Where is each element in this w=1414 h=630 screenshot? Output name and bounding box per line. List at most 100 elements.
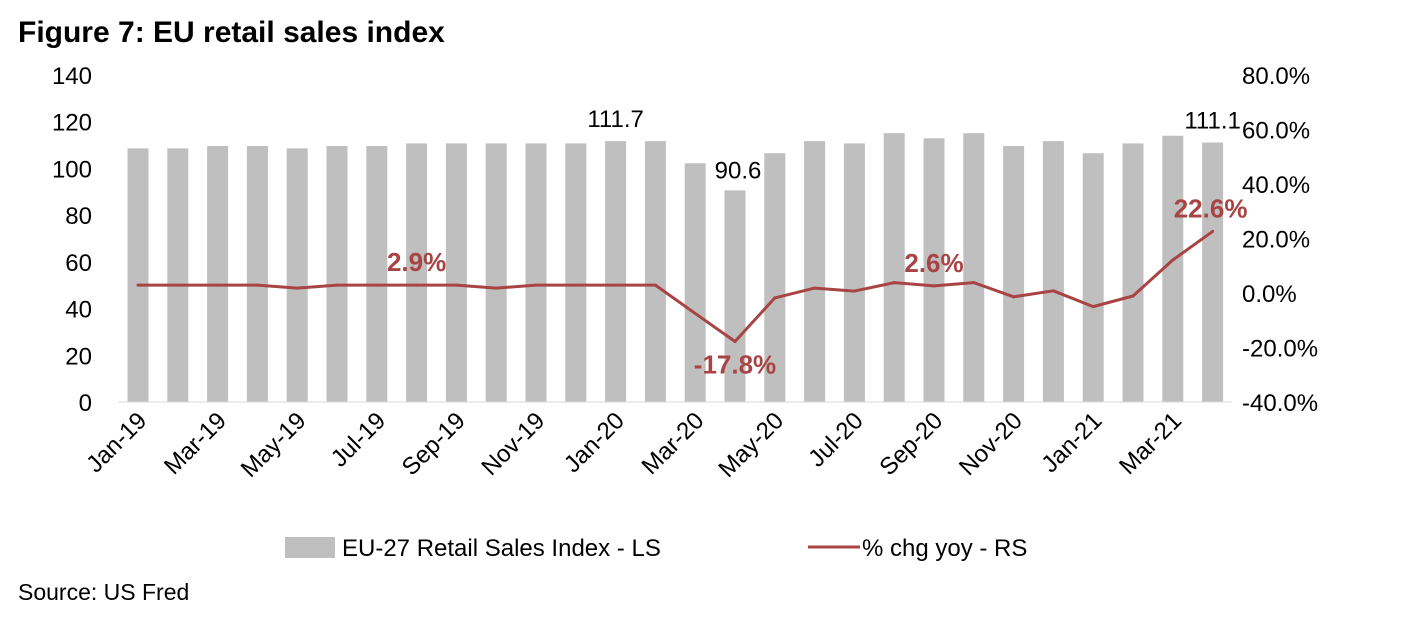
point-Apr-21 xyxy=(1211,229,1215,233)
bar-May-19 xyxy=(286,148,308,402)
point-Feb-21 xyxy=(1131,294,1135,298)
legend-swatch-bar xyxy=(285,537,335,558)
point-Mar-20 xyxy=(693,311,697,315)
point-Jan-20 xyxy=(614,283,618,287)
x-tick-label: Nov-20 xyxy=(954,407,1028,481)
bar-Feb-21 xyxy=(1122,143,1144,402)
bar-Apr-20 xyxy=(724,190,746,402)
left-tick-label: 100 xyxy=(52,156,92,183)
point-Oct-20 xyxy=(972,281,976,285)
bar-Jun-19 xyxy=(326,146,348,402)
x-tick-label: Jul-19 xyxy=(326,407,391,472)
x-tick-label: Mar-20 xyxy=(637,407,710,480)
bar-Mar-20 xyxy=(684,163,706,402)
point-Dec-19 xyxy=(574,283,578,287)
point-Feb-20 xyxy=(653,283,657,287)
point-Sep-20 xyxy=(932,284,936,288)
x-tick-label: Jan-21 xyxy=(1036,407,1107,478)
point-May-20 xyxy=(773,296,777,300)
point-Nov-19 xyxy=(534,283,538,287)
left-tick-label: 0 xyxy=(79,390,92,417)
bar-Dec-19 xyxy=(565,143,587,402)
bar-data-label: 90.6 xyxy=(715,157,762,184)
bar-Mar-21 xyxy=(1162,135,1184,402)
bar-Jan-20 xyxy=(605,141,627,402)
x-tick-label: May-19 xyxy=(236,407,312,483)
x-tick-label: Jul-20 xyxy=(803,407,868,472)
bar-Apr-19 xyxy=(246,146,268,402)
bar-Jan-19 xyxy=(127,148,149,402)
bar-Feb-19 xyxy=(167,148,189,402)
left-tick-label: 60 xyxy=(65,250,92,277)
left-tick-label: 40 xyxy=(65,297,92,324)
bar-May-20 xyxy=(764,153,786,402)
right-tick-label: -20.0% xyxy=(1242,336,1318,363)
point-Aug-20 xyxy=(892,281,896,285)
right-axis: -40.0% -20.0% 0.0% 20.0% 40.0% 60.0% 80.0% xyxy=(1242,63,1318,417)
point-Mar-21 xyxy=(1171,258,1175,262)
point-Aug-19 xyxy=(415,283,419,287)
point-Sep-19 xyxy=(454,283,458,287)
bar-Aug-19 xyxy=(406,143,428,402)
x-tick-label: Mar-19 xyxy=(159,407,232,480)
right-tick-label: 40.0% xyxy=(1242,172,1310,199)
bar-Nov-20 xyxy=(1003,146,1025,402)
point-Jun-20 xyxy=(813,286,817,290)
bar-Oct-20 xyxy=(963,133,985,402)
bar-Jan-21 xyxy=(1082,153,1104,402)
x-tick-label: May-20 xyxy=(713,407,789,483)
bar-Mar-19 xyxy=(207,146,229,402)
point-Mar-19 xyxy=(216,283,220,287)
right-tick-label: 0.0% xyxy=(1242,281,1297,308)
x-tick-label: Mar-21 xyxy=(1114,407,1187,480)
line-data-label: 2.9% xyxy=(387,247,446,277)
line-series xyxy=(136,229,1215,344)
bar-Jul-19 xyxy=(366,146,388,402)
point-Nov-20 xyxy=(1012,295,1016,299)
bar-series xyxy=(127,133,1224,402)
bar-Apr-21 xyxy=(1202,142,1224,402)
bar-Dec-20 xyxy=(1042,141,1064,402)
point-Oct-19 xyxy=(494,286,498,290)
left-axis: 0 20 40 60 80 100 120 140 xyxy=(52,63,92,417)
x-tick-label: Nov-19 xyxy=(476,407,550,481)
legend-label-bar: EU-27 Retail Sales Index - LS xyxy=(342,535,661,562)
point-Jul-19 xyxy=(375,283,379,287)
line-data-label: 22.6% xyxy=(1174,193,1248,223)
source-note: Source: US Fred xyxy=(18,579,189,605)
point-Jan-19 xyxy=(136,283,140,287)
left-tick-label: 20 xyxy=(65,343,92,370)
line-yoy xyxy=(138,230,1214,344)
point-Apr-20 xyxy=(733,340,737,344)
bar-Nov-19 xyxy=(525,143,547,402)
point-Dec-20 xyxy=(1051,289,1055,293)
right-tick-label: 80.0% xyxy=(1242,63,1310,90)
x-tick-label: Jan-20 xyxy=(559,407,630,478)
x-tick-label: Jan-19 xyxy=(81,407,152,478)
bar-Oct-19 xyxy=(485,143,507,402)
bar-Jul-20 xyxy=(843,143,865,402)
point-May-19 xyxy=(295,286,299,290)
legend-label-line: % chg yoy - RS xyxy=(862,535,1027,562)
left-tick-label: 80 xyxy=(65,203,92,230)
bar-Sep-19 xyxy=(445,143,467,402)
point-Jul-20 xyxy=(852,289,856,293)
point-Jun-19 xyxy=(335,283,339,287)
x-tick-label: Sep-19 xyxy=(397,407,471,481)
x-tick-label: Sep-20 xyxy=(874,407,948,481)
legend: EU-27 Retail Sales Index - LS % chg yoy … xyxy=(285,535,1027,562)
bar-Jun-20 xyxy=(804,141,826,402)
bar-data-label: 111.7 xyxy=(587,106,644,133)
point-Jan-21 xyxy=(1091,305,1095,309)
line-data-label: 2.6% xyxy=(904,248,963,278)
point-Feb-19 xyxy=(176,283,180,287)
right-tick-label: -40.0% xyxy=(1242,390,1318,417)
left-tick-label: 140 xyxy=(52,63,92,90)
right-tick-label: 20.0% xyxy=(1242,227,1310,254)
annotations: 111.7 90.6 111.1 2.9% -17.8% 2.6% 22.6% xyxy=(387,106,1248,380)
bar-Feb-20 xyxy=(644,141,666,402)
point-Apr-19 xyxy=(255,283,259,287)
chart-title: Figure 7: EU retail sales index xyxy=(18,16,445,49)
line-data-label: -17.8% xyxy=(694,350,776,380)
